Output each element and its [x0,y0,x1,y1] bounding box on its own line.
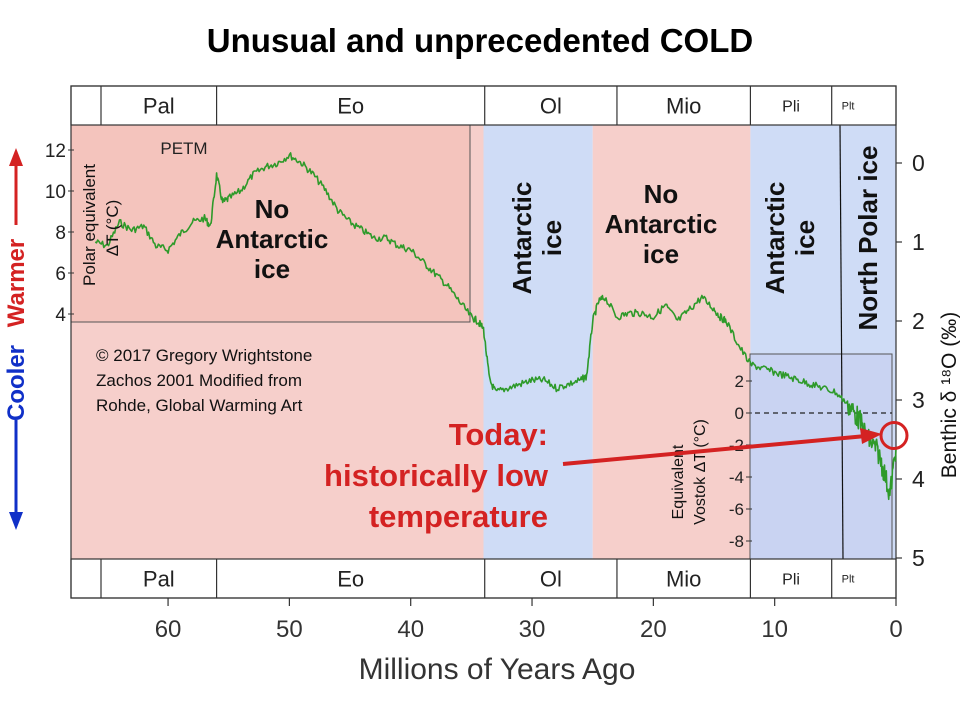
region-label-0-line-1: Antarctic [216,224,329,254]
copyright-line1: © 2017 Gregory Wrightstone [96,346,312,365]
region-label-3-line-0: Antarctic [760,182,790,295]
region-label-2-line-0: No [644,179,679,209]
region-label-2-line-1: Antarctic [605,209,718,239]
top-epoch-bar-frame [70,85,897,126]
region-label-1-line-1: ice [537,220,567,256]
right-axis-tick-label-4: 4 [912,466,925,492]
callout-line2: historically low [324,458,549,493]
right-axis-tick-label-5: 5 [912,545,925,571]
region-label-1-line-0: Antarctic [507,182,537,295]
top-epoch-label-ol: Ol [540,93,562,118]
polar-inset-ticks: 12 10 8 6 4 [45,141,74,326]
x-axis-ticks: 60 50 40 30 20 10 0 [155,598,903,643]
epoch-bar-bottom: Pal Eo Ol Mio Pli Plt [70,558,897,599]
x-axis-tick-label-4: 20 [640,616,667,643]
today-marker-circle [879,421,909,451]
polar-inset-tick-label-0: 12 [45,141,66,162]
bottom-epoch-bar-frame [70,558,897,599]
vostok-label-line1: Equivalent [670,444,687,519]
callout-line3: temperature [369,499,548,534]
right-axis-tick-label-2: 2 [912,308,925,334]
top-epoch-label-pli: Pli [782,98,800,115]
petm-label: PETM [160,139,207,158]
chart-title: Unusual and unprecedented COLD [207,22,753,59]
top-epoch-label-plt: Plt [842,100,855,112]
region-label-3-line-1: ice [790,220,820,256]
cooler-arrow-head [9,512,23,530]
right-axis-tick-label-3: 3 [912,387,925,413]
top-epoch-label-mio: Mio [666,93,701,118]
polar-inset-tick-label-1: 10 [45,182,66,203]
polar-inset-label-line2: ΔT (°C) [103,200,122,257]
vostok-tick-label-0: 2 [735,372,744,391]
warmer-label: Warmer [3,239,30,327]
north-polar-ice-divider [839,124,844,560]
polar-inset-box [70,124,471,323]
polar-inset-tick-label-4: 4 [55,305,66,326]
vostok-tick-label-4: -6 [729,500,744,519]
polar-inset-tick-label-3: 6 [55,264,66,285]
region-label-0-line-0: No [255,194,290,224]
bottom-epoch-label-mio: Mio [666,566,701,591]
vostok-tick-label-1: 0 [735,404,744,423]
region-label-4-line-0: North Polar ice [853,146,883,331]
vostok-tick-label-5: -8 [729,532,744,551]
region-label-0-line-2: ice [254,254,290,284]
benthic-o18-series-line [94,152,897,501]
x-axis-tick-label-1: 50 [276,616,303,643]
x-axis-tick-label-5: 10 [761,616,788,643]
x-axis-tick-label-2: 40 [397,616,424,643]
bottom-epoch-label-plt: Plt [842,573,855,585]
copyright-line2: Zachos 2001 Modified from [96,371,302,390]
cooler-warmer-axis: Cooler Warmer [3,148,30,530]
vostok-tick-label-3: -4 [729,468,744,487]
cooler-label: Cooler [3,345,30,421]
polar-inset-label-line1: Polar equivalent [80,164,99,286]
bottom-epoch-label-pli: Pli [782,571,800,588]
bottom-epoch-label-pal: Pal [143,566,175,591]
x-axis-tick-label-0: 60 [155,616,182,643]
x-axis-label: Millions of Years Ago [359,653,636,686]
x-axis-tick-label-6: 0 [889,616,902,643]
top-epoch-label-pal: Pal [143,93,175,118]
plot-frame [70,85,897,599]
top-epoch-label-eo: Eo [337,93,364,118]
right-axis-ticks: 0 1 2 3 4 5 [896,150,925,571]
right-axis-tick-label-1: 1 [912,229,925,255]
polar-inset-tick-label-2: 8 [55,223,66,244]
right-axis-tick-label-0: 0 [912,150,925,176]
warmer-arrow-head [9,148,23,166]
epoch-bar-top: Pal Eo Ol Mio Pli Plt [70,85,897,126]
right-axis-label: Benthic δ ¹⁸O (‰) [938,312,960,478]
copyright-line3: Rohde, Global Warming Art [96,396,303,415]
bottom-epoch-label-ol: Ol [540,566,562,591]
callout-arrow-head [860,428,882,444]
vostok-inset-box [749,353,893,560]
region-label-2-line-2: ice [643,239,679,269]
region-background-2 [592,125,751,559]
callout-arrow-line [562,434,867,466]
x-axis-tick-label-3: 30 [519,616,546,643]
vostok-label-line2: Vostok ΔT (°C) [692,419,709,525]
bottom-epoch-label-eo: Eo [337,566,364,591]
callout-line1: Today: [449,417,548,452]
region-background-1 [483,125,593,559]
